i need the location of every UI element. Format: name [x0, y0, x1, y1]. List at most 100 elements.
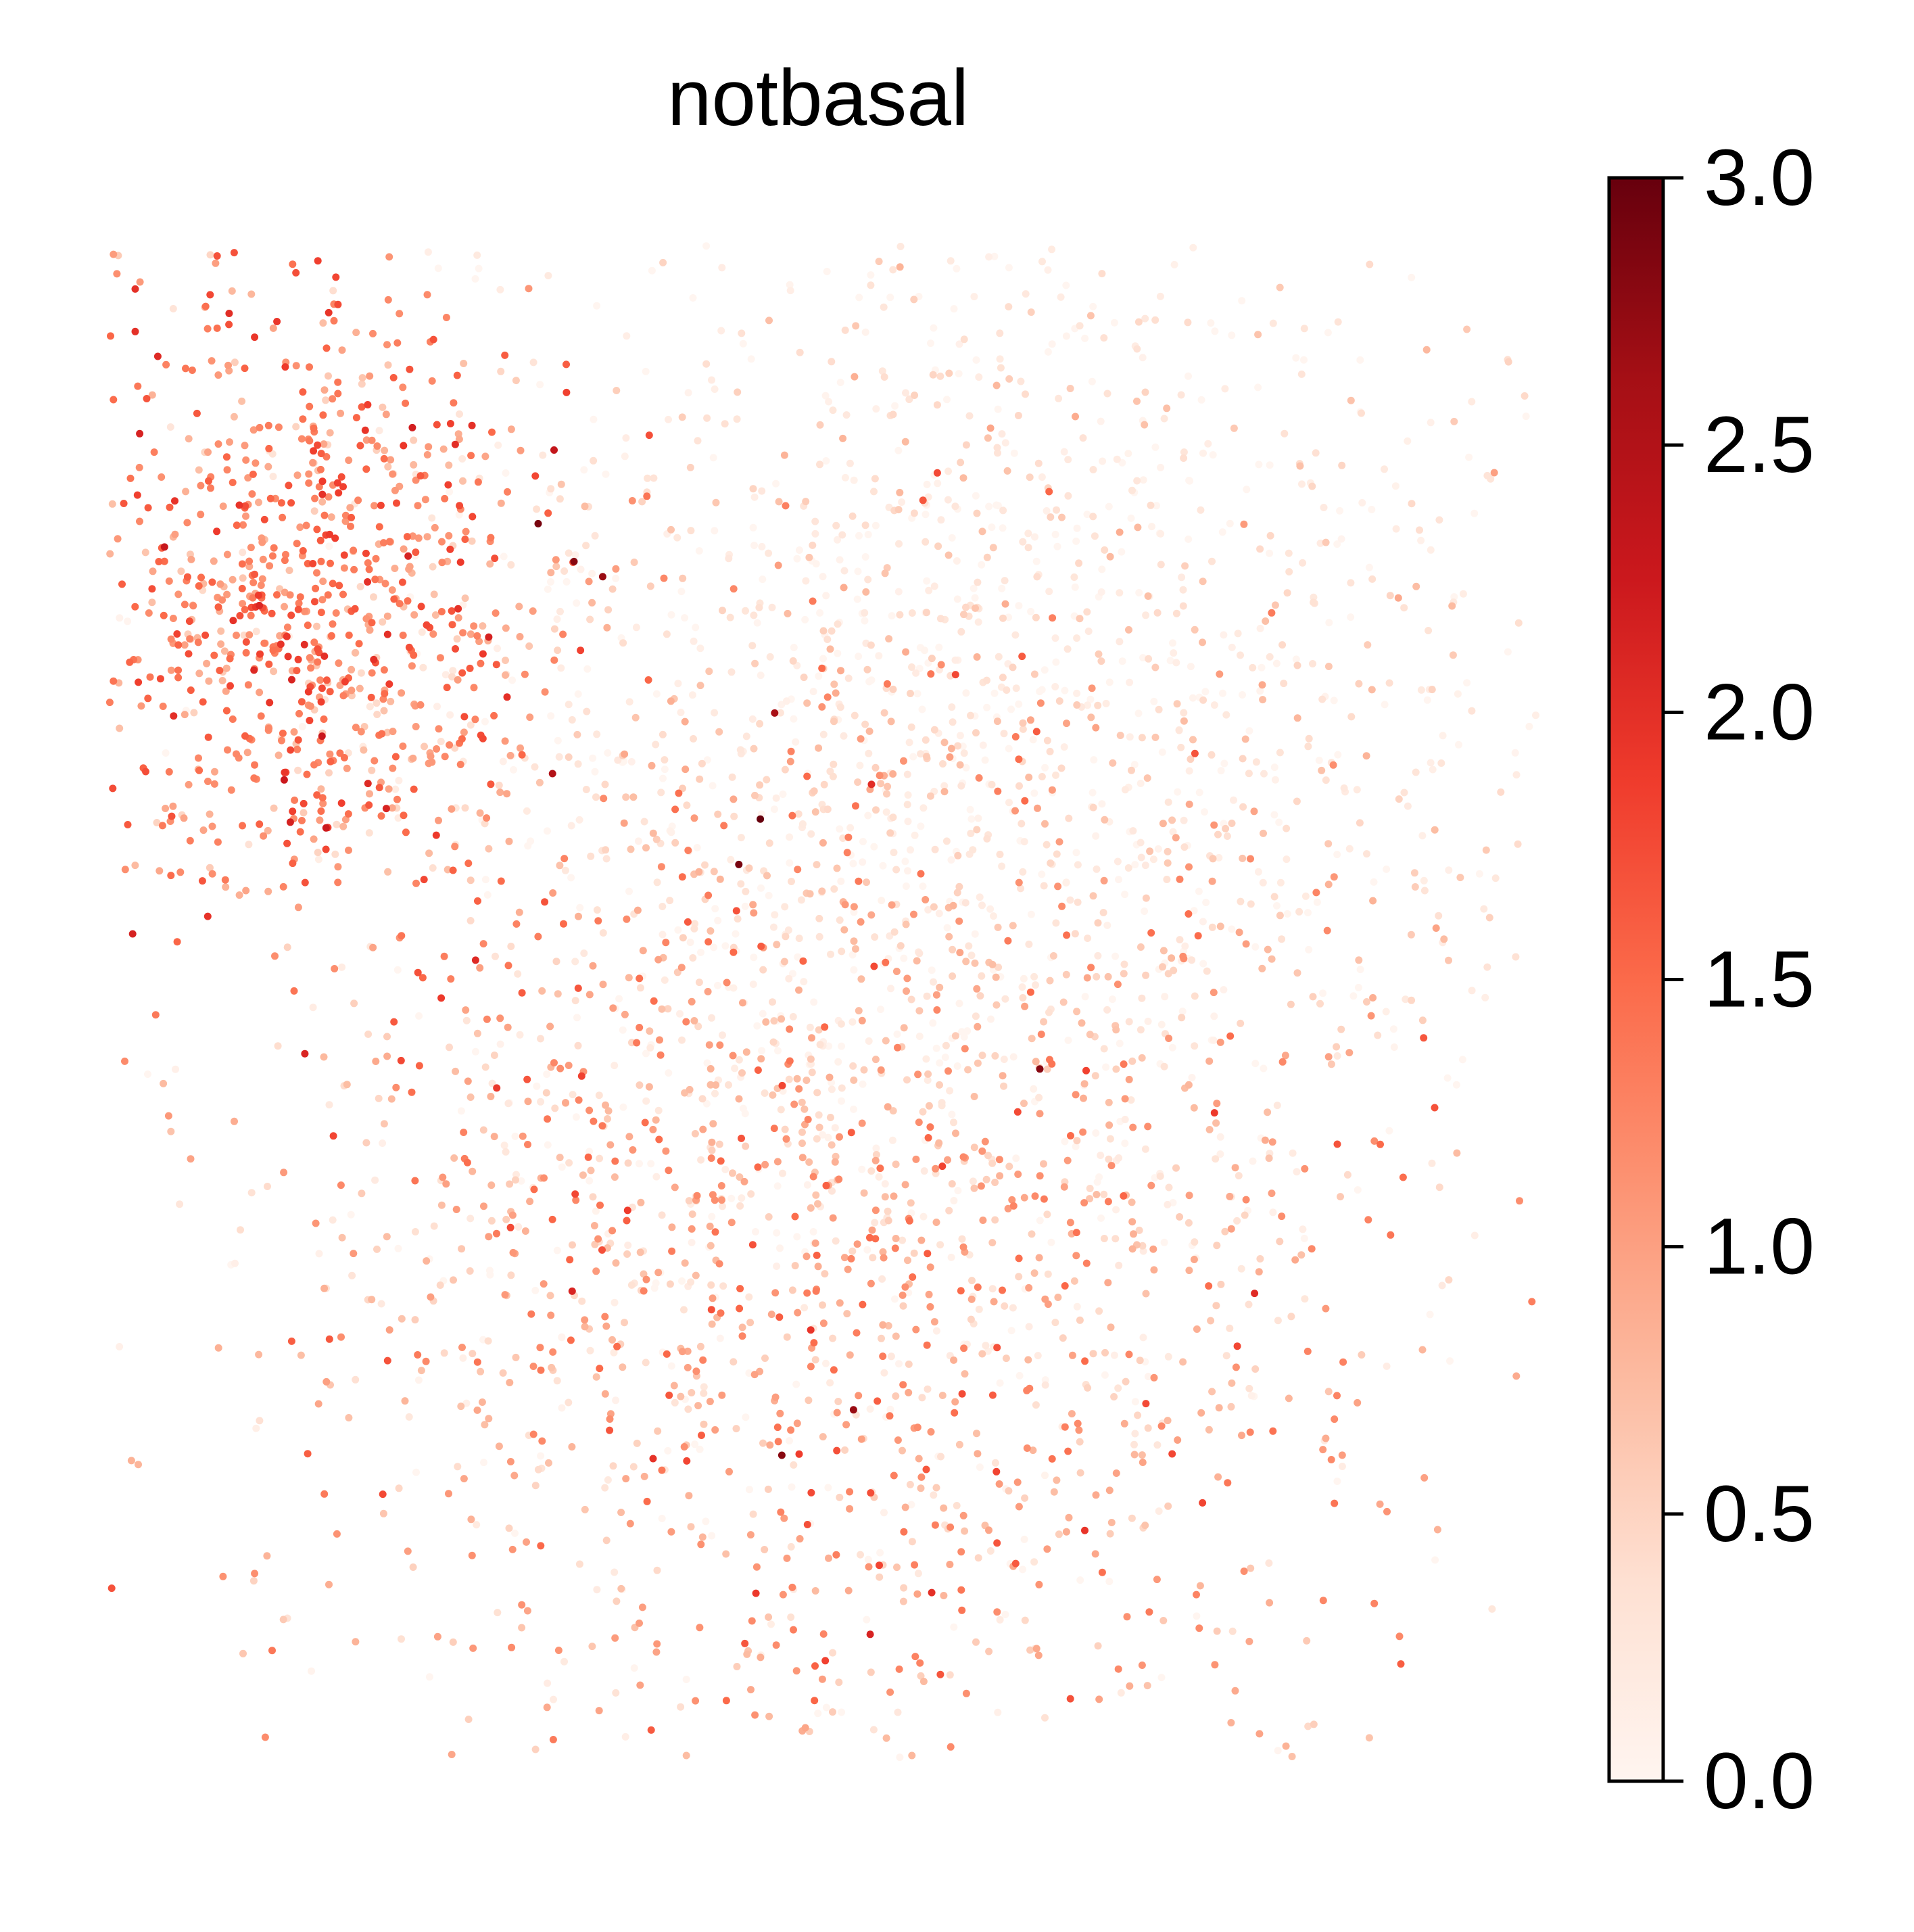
scatter-point — [531, 1482, 540, 1490]
scatter-point — [370, 757, 379, 765]
scatter-point — [1005, 264, 1013, 272]
scatter-point — [922, 736, 930, 744]
scatter-point — [820, 780, 828, 788]
scatter-point — [530, 1185, 538, 1194]
scatter-point — [735, 860, 743, 868]
scatter-point — [792, 1667, 800, 1675]
scatter-point — [1028, 1230, 1036, 1238]
scatter-point — [640, 1287, 648, 1295]
scatter-point — [1020, 838, 1028, 846]
scatter-point — [834, 536, 841, 544]
scatter-point — [993, 1539, 1001, 1547]
colorbar-gradient — [1609, 178, 1663, 1781]
scatter-point — [973, 826, 981, 834]
scatter-point — [711, 1228, 719, 1236]
scatter-point — [485, 845, 493, 853]
scatter-point — [361, 426, 369, 434]
scatter-point — [644, 676, 652, 684]
scatter-point — [245, 631, 254, 639]
scatter-point — [1074, 898, 1082, 906]
scatter-point — [189, 602, 197, 610]
scatter-point — [466, 630, 475, 638]
scatter-point — [879, 1352, 887, 1361]
scatter-point — [864, 1555, 872, 1563]
scatter-point — [573, 599, 581, 607]
scatter-point — [581, 1505, 589, 1513]
scatter-point — [1062, 1528, 1070, 1536]
scatter-point — [336, 749, 344, 757]
scatter-point — [924, 1076, 932, 1084]
scatter-point — [1417, 536, 1425, 544]
scatter-point — [604, 1115, 611, 1123]
scatter-point — [766, 653, 774, 661]
scatter-point — [859, 838, 867, 845]
scatter-point — [362, 615, 370, 623]
scatter-point — [531, 472, 540, 480]
scatter-point — [970, 1093, 978, 1100]
scatter-point — [1191, 1042, 1199, 1050]
scatter-point — [1420, 887, 1429, 895]
scatter-point — [788, 1483, 796, 1491]
scatter-point — [1480, 905, 1488, 913]
scatter-point — [508, 1643, 516, 1651]
scatter-point — [515, 603, 523, 611]
scatter-point — [612, 1689, 620, 1697]
scatter-point — [953, 557, 961, 565]
scatter-point — [718, 1196, 725, 1204]
scatter-point — [742, 1413, 750, 1421]
scatter-point — [230, 249, 238, 257]
scatter-point — [1058, 902, 1066, 910]
scatter-point — [654, 1427, 662, 1435]
scatter-point — [876, 772, 884, 780]
scatter-point — [681, 717, 689, 726]
scatter-point — [176, 1200, 184, 1208]
scatter-point — [216, 667, 224, 674]
scatter-point — [867, 281, 875, 289]
scatter-point — [496, 285, 504, 293]
scatter-point — [171, 497, 178, 505]
scatter-point — [1048, 1060, 1056, 1068]
scatter-point — [762, 1018, 770, 1026]
scatter-point — [181, 600, 189, 609]
scatter-point — [822, 1181, 830, 1189]
scatter-point — [1276, 749, 1284, 757]
scatter-point — [902, 389, 909, 397]
scatter-point — [1261, 1136, 1269, 1144]
scatter-point — [675, 789, 683, 797]
scatter-point — [749, 523, 757, 532]
scatter-point — [974, 814, 982, 822]
scatter-point — [1048, 786, 1056, 794]
scatter-point — [972, 356, 980, 364]
scatter-point — [1270, 893, 1278, 901]
scatter-point — [880, 373, 888, 381]
scatter-point — [358, 380, 366, 388]
scatter-point — [842, 1421, 851, 1429]
scatter-point — [807, 1055, 815, 1063]
scatter-point — [379, 539, 387, 547]
scatter-point — [468, 1551, 476, 1559]
scatter-point — [1456, 874, 1464, 882]
scatter-point — [383, 1033, 391, 1041]
scatter-point — [750, 745, 758, 753]
scatter-point — [198, 877, 206, 885]
scatter-point — [812, 560, 820, 568]
scatter-point — [1150, 1373, 1158, 1382]
scatter-point — [1189, 694, 1197, 702]
scatter-point — [249, 426, 258, 434]
scatter-point — [173, 630, 181, 638]
scatter-point — [653, 1640, 661, 1648]
scatter-point — [998, 584, 1006, 592]
scatter-point — [1399, 1173, 1407, 1181]
scatter-point — [900, 1528, 908, 1536]
scatter-point — [1210, 989, 1218, 997]
scatter-point — [433, 421, 441, 429]
scatter-point — [678, 873, 686, 881]
scatter-point — [658, 1211, 666, 1219]
scatter-point — [707, 1242, 715, 1250]
scatter-point — [1066, 1219, 1074, 1227]
scatter-point — [924, 1134, 932, 1141]
scatter-point — [1260, 829, 1267, 837]
scatter-point — [667, 697, 675, 705]
scatter-point — [1019, 1565, 1027, 1574]
scatter-point — [239, 574, 247, 582]
